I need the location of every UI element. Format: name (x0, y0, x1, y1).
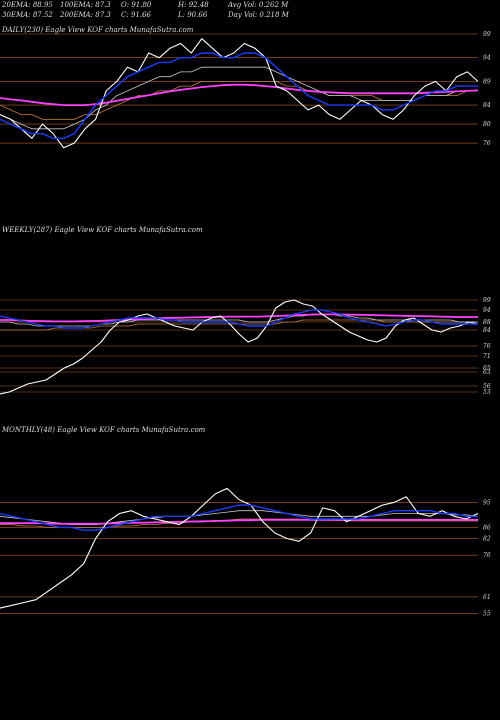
header-open: O: 91.80 (121, 1, 152, 9)
header-avg-vol: Avg Vol: 0.262 M (228, 1, 289, 9)
weekly-ytick-label: 76 (483, 343, 491, 350)
header-high: H: 92.48 (178, 1, 209, 9)
monthly-ema-fast-line (0, 504, 478, 531)
daily-panel: 99 94 89 84 80 76 (0, 31, 491, 149)
daily-ytick-label: 99 (483, 31, 491, 38)
monthly-ema-long-line (0, 519, 478, 525)
weekly-ytick-label: 88 (483, 319, 491, 326)
weekly-ema-fast-line (0, 309, 478, 329)
daily-ytick-label: 94 (483, 55, 491, 62)
daily-panel-label: DAILY(230) Eagle View KOF charts MunafaS… (2, 26, 194, 34)
weekly-ytick-label: 56 (483, 383, 491, 390)
header-ema30: 30EMA: 87.52 (2, 11, 53, 19)
weekly-ytick-label: 71 (483, 353, 491, 360)
monthly-panel-label: MONTHLY(48) Eagle View KOF charts Munafa… (2, 426, 206, 434)
daily-ema-fast-line (0, 52, 478, 140)
weekly-ytick-label: 63 (483, 369, 491, 376)
header-ema20: 20EMA: 88.95 (2, 1, 53, 9)
daily-ema-long-line (0, 83, 479, 106)
monthly-ytick-label: 61 (483, 594, 491, 601)
weekly-panel-label: WEEKLY(287) Eagle View KOF charts Munafa… (2, 226, 203, 234)
monthly-ema-slow-line (0, 518, 478, 528)
monthly-ema-mid-line (0, 510, 479, 525)
weekly-ema-long-line (0, 313, 478, 323)
monthly-panel: 95 86 82 76 61 55 (0, 487, 491, 618)
daily-ytick-label: 76 (483, 140, 491, 147)
weekly-ytick-label: 84 (483, 327, 491, 334)
header-low: L: 90.66 (178, 11, 208, 19)
weekly-ytick-label: 53 (483, 389, 491, 396)
header-day-vol: Day Vol: 0.218 M (228, 11, 289, 19)
header-ema100: 100EMA: 87.3 (60, 1, 111, 9)
daily-ytick-label: 89 (483, 78, 491, 85)
weekly-price-line (0, 299, 479, 395)
weekly-ema-mid-line (0, 313, 478, 327)
monthly-ytick-label: 55 (483, 611, 491, 618)
weekly-ytick-label: 65 (483, 365, 491, 372)
daily-ema-mid-line (0, 66, 478, 130)
monthly-price-line (0, 487, 479, 609)
monthly-ytick-label: 82 (483, 536, 491, 543)
monthly-ytick-label: 86 (483, 524, 491, 531)
weekly-ytick-label: 94 (483, 307, 491, 314)
weekly-ytick-label: 99 (483, 297, 491, 304)
monthly-ytick-label: 76 (483, 552, 491, 559)
daily-ytick-label: 84 (483, 102, 491, 109)
monthly-ytick-label: 95 (483, 499, 491, 506)
daily-ytick-label: 80 (483, 121, 491, 128)
daily-price-line (0, 38, 479, 149)
header-ema200: 200EMA: 87.3 (60, 11, 111, 19)
header-close: C: 91.66 (121, 11, 151, 19)
